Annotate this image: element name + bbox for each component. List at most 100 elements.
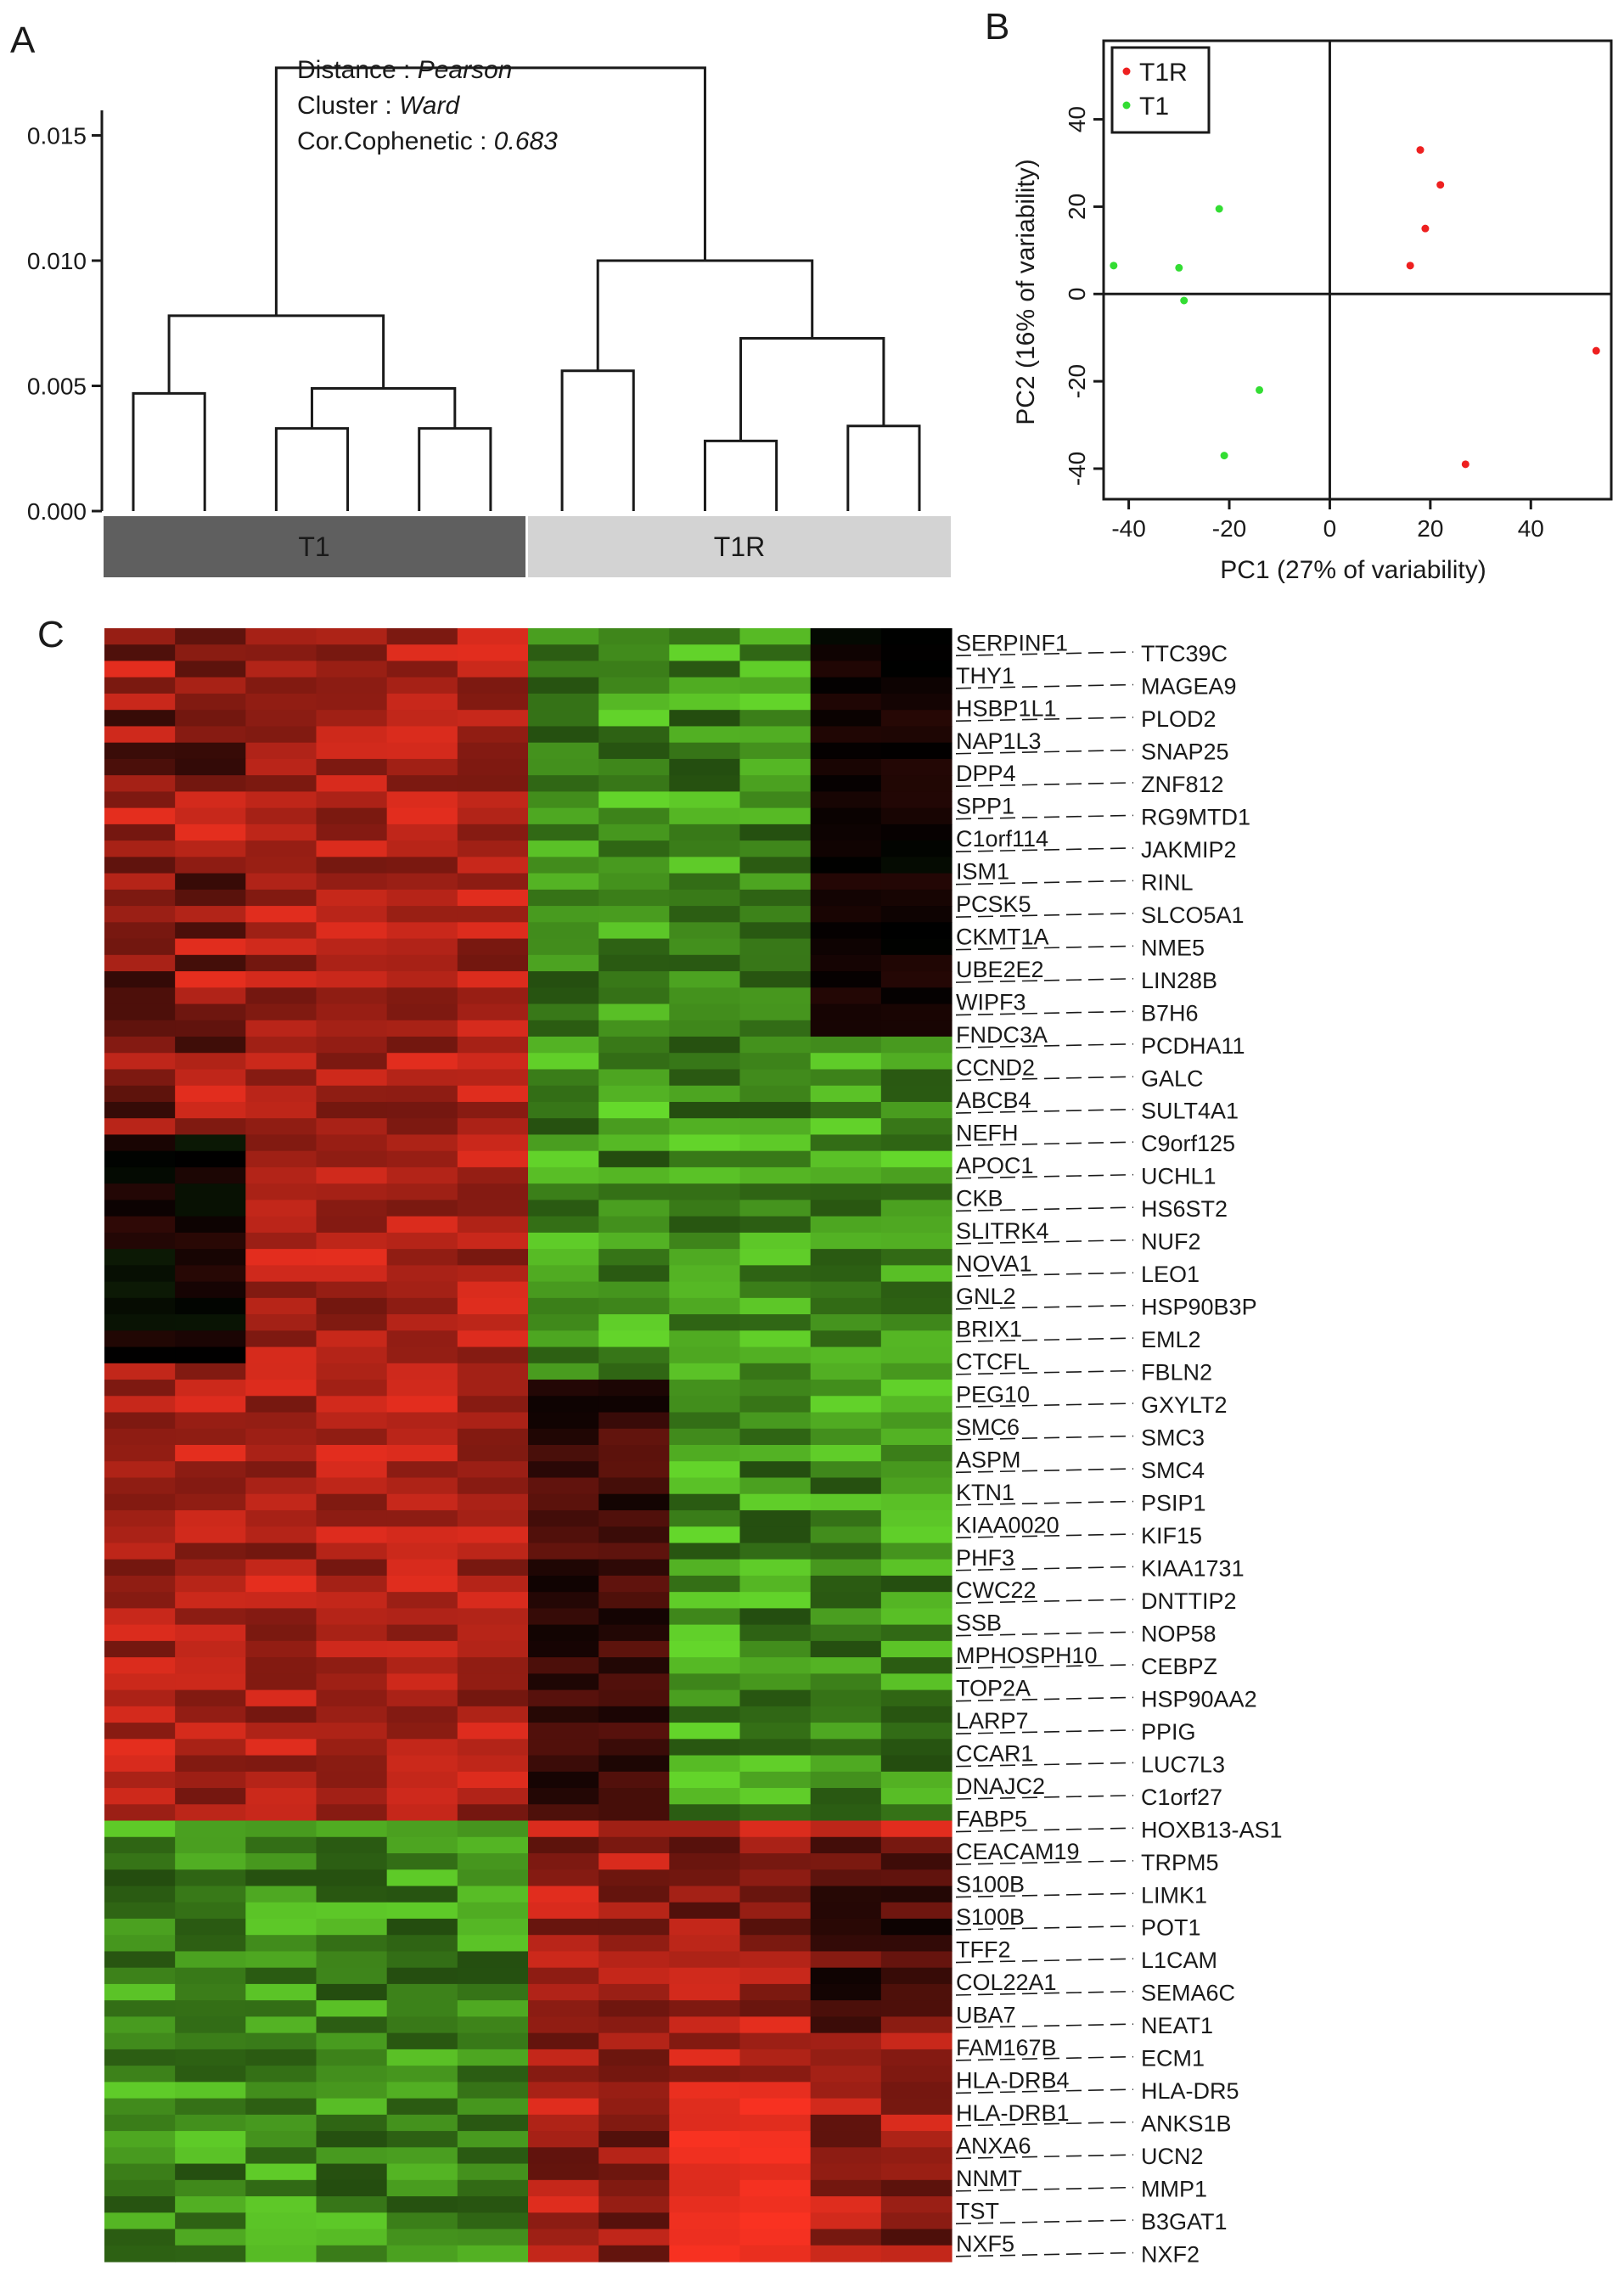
heatmap-cell — [104, 2179, 176, 2197]
heatmap-cell — [104, 1363, 176, 1380]
heatmap-cell — [175, 1689, 246, 1707]
heatmap-cell — [457, 1445, 529, 1462]
heatmap-label-leader — [955, 1892, 1134, 1898]
heatmap-row-label-right: FBLN2 — [1141, 1360, 1212, 1386]
heatmap-cell — [175, 1428, 246, 1446]
heatmap-cell — [528, 1020, 599, 1037]
heatmap-cell — [104, 922, 176, 940]
heatmap-cell — [598, 2114, 670, 2132]
pca-point-t1 — [1220, 452, 1228, 460]
legend-marker-t1 — [1122, 101, 1131, 110]
heatmap-row-label-right: C1orf27 — [1141, 1785, 1222, 1810]
heatmap-label-leader — [955, 749, 1134, 755]
heatmap-cell — [457, 628, 529, 645]
heatmap-cell — [810, 1493, 882, 1511]
heatmap-cell — [316, 2131, 388, 2148]
heatmap-cell — [104, 1967, 176, 1985]
heatmap-cell — [880, 1804, 952, 1822]
heatmap-cell — [880, 791, 952, 809]
heatmap-cell — [880, 906, 952, 923]
heatmap-cell — [386, 1755, 458, 1773]
heatmap-cell — [386, 1166, 458, 1184]
pca-y-tick-label: 0 — [1064, 287, 1090, 301]
heatmap-row-label-left: SPP1 — [956, 794, 1014, 819]
pca-legend-box — [1110, 46, 1211, 134]
heatmap-cell — [880, 1771, 952, 1789]
heatmap-cell — [880, 2245, 952, 2263]
heatmap-cell — [880, 2147, 952, 2165]
heatmap-cell — [739, 1493, 812, 1511]
heatmap-cell — [810, 1380, 882, 1397]
heatmap-cell — [739, 1640, 812, 1658]
heatmap-cell — [175, 1346, 246, 1364]
heatmap-cell — [880, 2049, 952, 2066]
heatmap-cell — [457, 1657, 529, 1674]
heatmap-cell — [175, 954, 246, 972]
heatmap-row-label-left: THY1 — [956, 663, 1014, 689]
heatmap-cell — [386, 2196, 458, 2213]
dendrogram-y-tick-label: 0.000 — [27, 498, 87, 525]
heatmap-label-leader — [955, 1076, 1134, 1082]
heatmap-cell — [669, 1380, 741, 1397]
heatmap-cell — [175, 1624, 246, 1642]
heatmap-cell — [316, 1249, 388, 1266]
heatmap-cell — [245, 954, 317, 972]
heatmap-label-leader — [955, 913, 1134, 918]
dendrogram-link — [310, 386, 457, 429]
heatmap-cell — [810, 922, 882, 940]
heatmap-row-label-left: ANXA6 — [956, 2133, 1031, 2158]
heatmap-cell — [386, 1902, 458, 1920]
heatmap-cell — [528, 1445, 599, 1462]
heatmap-cell — [598, 857, 670, 874]
heatmap-cell — [739, 807, 812, 825]
heatmap-cell — [598, 677, 670, 694]
annotation-cophenetic-label: Cor.Cophenetic : — [297, 127, 494, 155]
heatmap-cell — [316, 644, 388, 662]
heatmap-cell — [739, 1330, 812, 1348]
heatmap-cell — [457, 1755, 529, 1773]
heatmap-cell — [598, 1363, 670, 1380]
heatmap-cell — [880, 1281, 952, 1299]
heatmap-cell — [457, 1428, 529, 1446]
heatmap-row-label-left: UBE2E2 — [956, 957, 1044, 982]
heatmap-row-label-right: SMC4 — [1141, 1458, 1205, 1483]
heatmap-cell — [316, 1624, 388, 1642]
heatmap-cell — [880, 1477, 952, 1495]
heatmap-cell — [598, 2163, 670, 2181]
heatmap-cell — [528, 2131, 599, 2148]
heatmap-cell — [104, 906, 176, 923]
heatmap-row-label-left: FNDC3A — [956, 1022, 1048, 1048]
heatmap-cell — [810, 1461, 882, 1479]
heatmap-cell — [669, 1886, 741, 1903]
heatmap-row-label-left: SERPINF1 — [956, 630, 1068, 655]
heatmap-cell — [810, 1543, 882, 1560]
heatmap-cell — [880, 1886, 952, 1903]
heatmap-cell — [104, 1755, 176, 1773]
annotation-cophenetic-value: 0.683 — [494, 127, 558, 155]
heatmap-cell — [457, 824, 529, 841]
pca-point-t1r — [1436, 181, 1445, 189]
heatmap-cell — [245, 693, 317, 711]
heatmap-cell — [245, 1085, 317, 1103]
heatmap-cell — [316, 938, 388, 956]
heatmap-cell — [245, 2098, 317, 2116]
heatmap-label-leader — [955, 1043, 1134, 1048]
heatmap-cell — [457, 1706, 529, 1723]
heatmap-cell — [175, 971, 246, 988]
heatmap-cell — [386, 1346, 458, 1364]
heatmap-cell — [457, 807, 529, 825]
heatmap-cell — [739, 1461, 812, 1479]
heatmap-cell — [104, 1281, 176, 1299]
heatmap-cell — [175, 1967, 246, 1985]
heatmap-cell — [175, 906, 246, 923]
heatmap-cell — [104, 1608, 176, 1626]
heatmap-cell — [175, 1493, 246, 1511]
heatmap-cell — [386, 807, 458, 825]
heatmap-row-label-right: GALC — [1141, 1065, 1204, 1091]
heatmap-label-leader — [955, 1141, 1134, 1147]
heatmap-row-label-right: SLCO5A1 — [1141, 902, 1245, 928]
heatmap-cell — [175, 677, 246, 694]
heatmap-cell — [669, 1608, 741, 1626]
heatmap-cell — [104, 2082, 176, 2100]
heatmap-cell — [739, 1166, 812, 1184]
